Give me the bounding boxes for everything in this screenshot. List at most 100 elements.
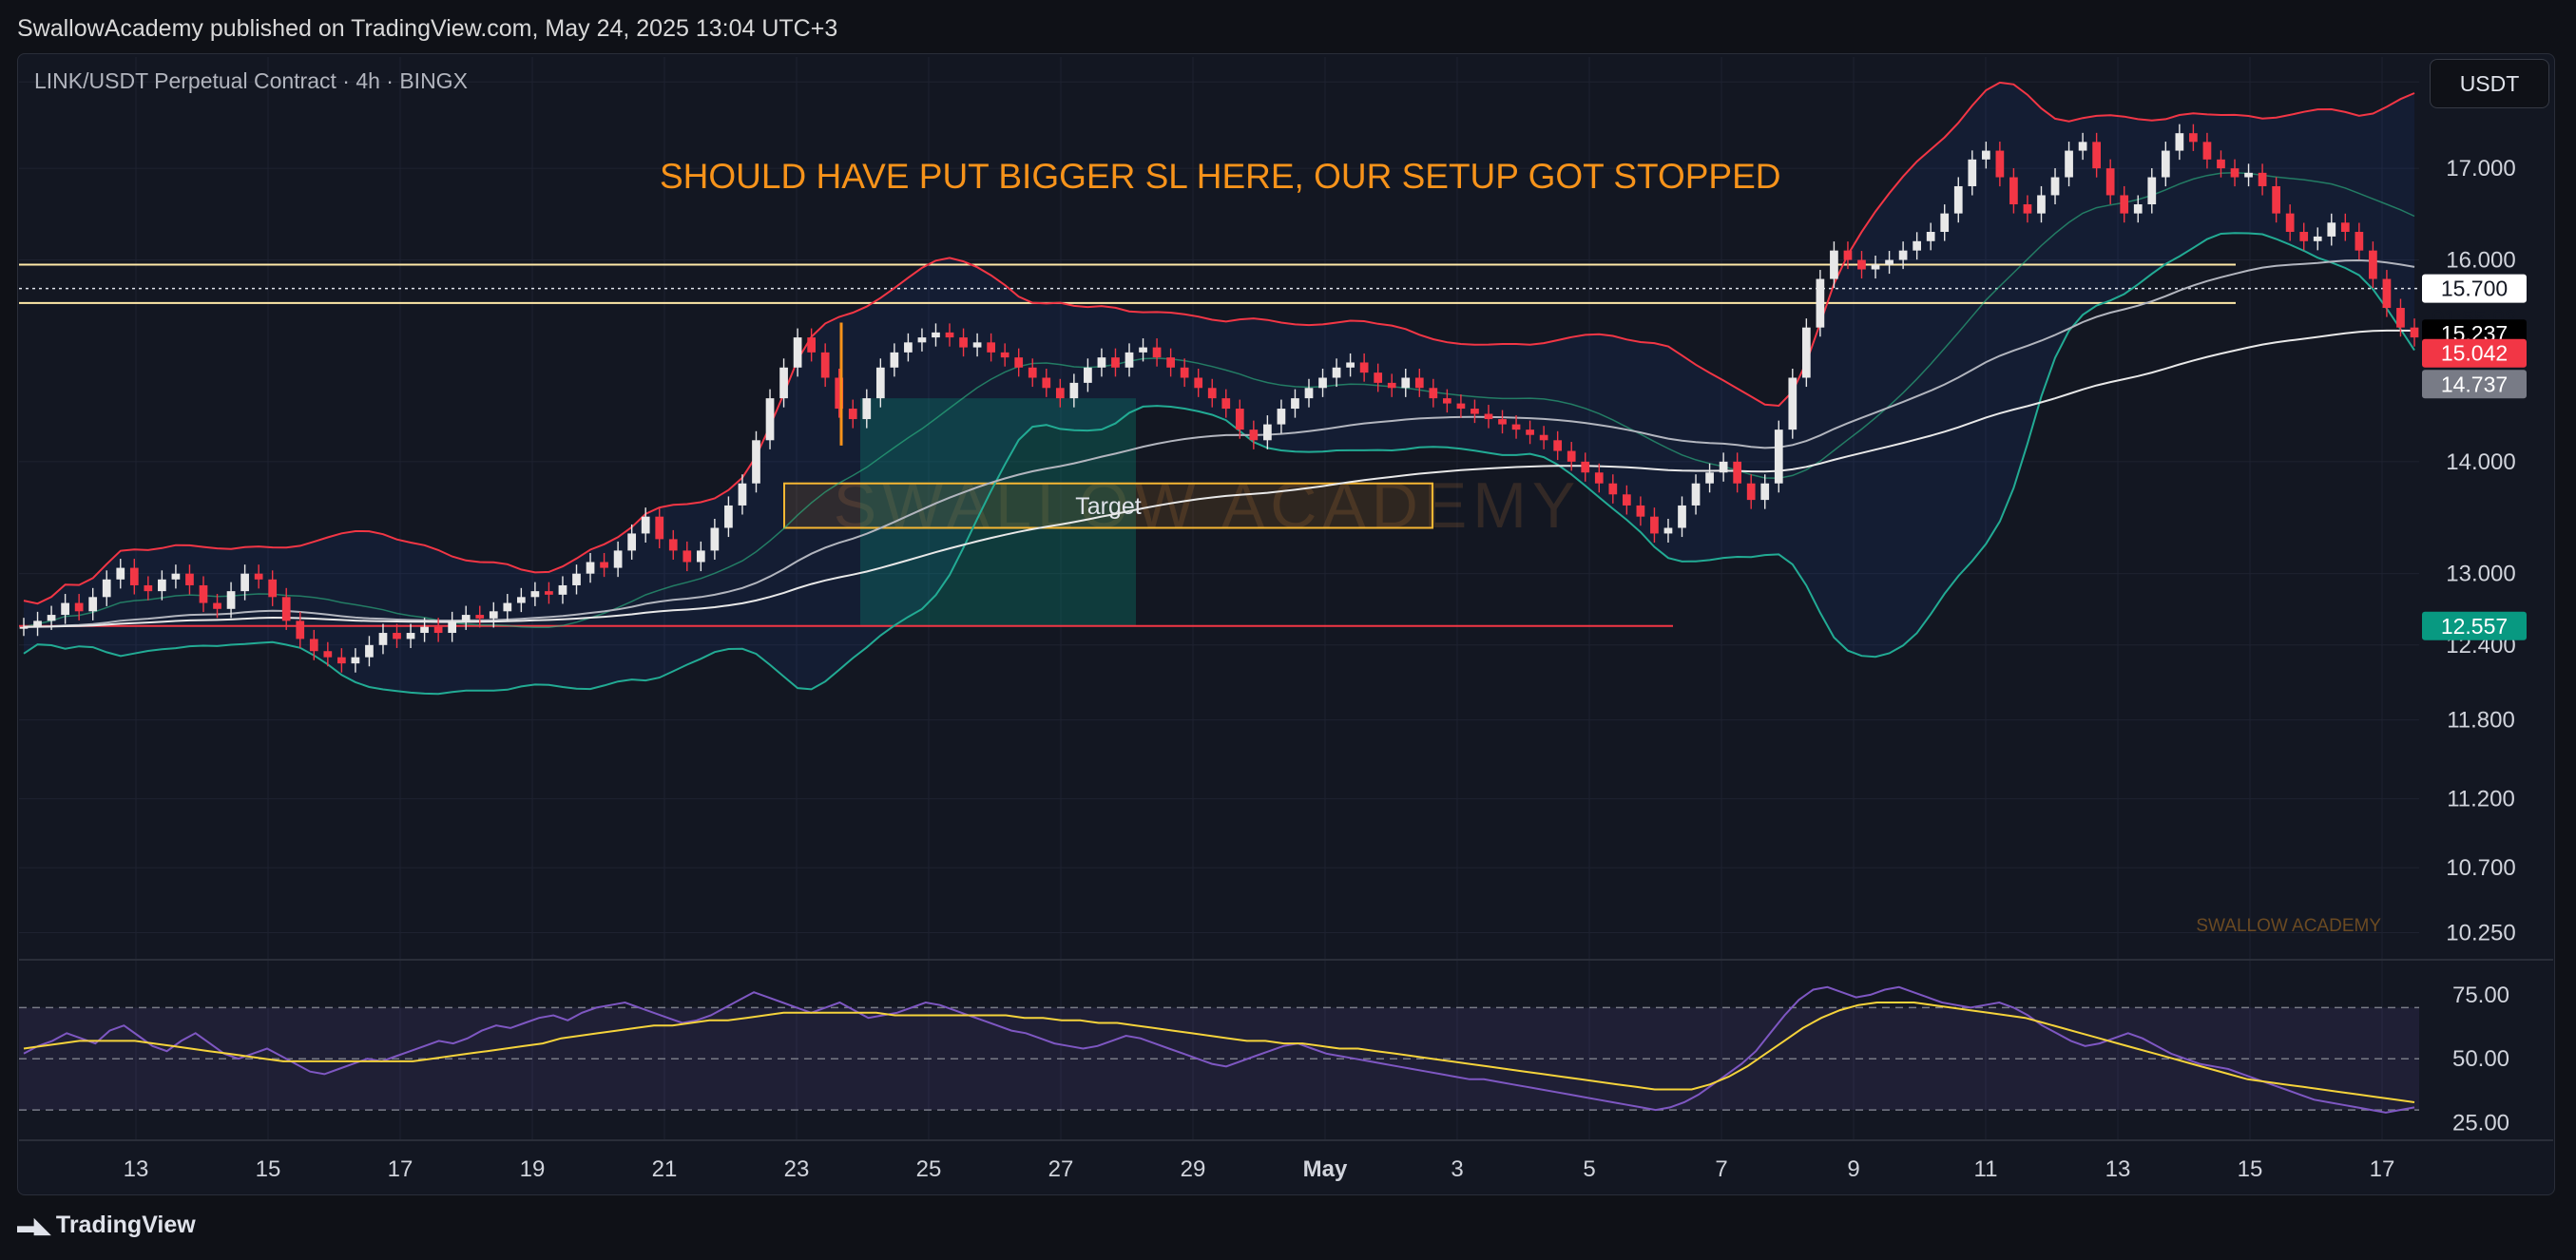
moving-average-1 — [23, 258, 2415, 628]
price-label-bg — [2422, 370, 2527, 399]
candle-body — [558, 584, 567, 595]
time-tick-label: 29 — [1181, 1156, 1206, 1182]
candle-body — [475, 615, 485, 619]
candle-body — [1471, 409, 1479, 414]
candle-body — [1069, 382, 1079, 399]
candle-body — [1180, 367, 1189, 378]
candle-body — [2244, 172, 2253, 178]
time-tick-label: 15 — [2238, 1156, 2263, 1182]
candle-body — [1801, 327, 1811, 378]
candle-body — [461, 615, 471, 621]
candle-body — [489, 611, 498, 619]
time-tick-label: 5 — [1583, 1156, 1595, 1182]
candle-body — [1663, 527, 1673, 534]
candle-body — [820, 352, 830, 378]
candle-body — [1539, 434, 1548, 441]
candle-body — [448, 620, 457, 634]
time-tick-label: 17 — [2370, 1156, 2395, 1182]
candle-body — [1374, 372, 1383, 383]
candle-body — [2105, 168, 2115, 196]
candle-body — [185, 573, 194, 585]
candle-body — [1843, 250, 1853, 260]
candle-body — [807, 337, 817, 353]
candle-body — [323, 651, 333, 658]
candle-body — [1953, 185, 1963, 214]
candle-body — [1332, 367, 1341, 378]
candle-body — [545, 591, 553, 595]
candle-body — [1304, 388, 1314, 399]
candle-body — [752, 440, 760, 484]
time-tick-label: 3 — [1451, 1156, 1463, 1182]
candle-body — [1139, 347, 1147, 353]
candle-body — [1981, 150, 1990, 160]
candle-body — [835, 377, 844, 410]
candle-body — [1940, 213, 1950, 233]
candle-body — [848, 409, 857, 420]
bollinger-lower — [23, 232, 2415, 696]
candle-body — [1594, 472, 1604, 484]
candle-body — [530, 591, 540, 598]
candle-body — [1401, 377, 1411, 389]
candle-body — [1871, 264, 1880, 270]
candle-body — [351, 657, 360, 664]
candle-body — [1042, 377, 1051, 389]
candle-body — [1028, 367, 1037, 378]
candle-body — [987, 342, 995, 353]
candle-body — [88, 597, 98, 612]
candle-body — [516, 597, 526, 603]
target-box — [783, 482, 1433, 529]
price-tick-label: 11.200 — [2447, 787, 2515, 812]
candle-body — [433, 626, 443, 634]
candle-body — [1235, 409, 1244, 430]
rsi-line — [23, 985, 2415, 1114]
chart-annotation[interactable]: SHOULD HAVE PUT BIGGER SL HERE, OUR SETU… — [660, 157, 1781, 196]
candle-body — [2202, 142, 2212, 160]
candle-body — [378, 633, 388, 645]
candle-body — [1207, 388, 1217, 399]
price-tick-label: 16.000 — [2446, 248, 2515, 274]
time-tick-label: 11 — [1974, 1156, 1998, 1182]
candle-body — [102, 579, 111, 598]
candle-body — [1898, 250, 1908, 260]
currency-button[interactable]: USDT — [2430, 59, 2549, 108]
candle-body — [1346, 362, 1355, 368]
time-tick-label: 21 — [652, 1156, 678, 1182]
time-tick-label: 9 — [1847, 1156, 1859, 1182]
candle-body — [2313, 236, 2322, 241]
candle-body — [1249, 430, 1259, 441]
candle-body — [765, 398, 775, 441]
candle-body — [627, 533, 637, 551]
chart-panel[interactable] — [17, 53, 2555, 1195]
candle-body — [393, 633, 401, 640]
candle-body — [932, 332, 940, 338]
candle-body — [613, 550, 623, 568]
candle-body — [2189, 133, 2198, 143]
candle-body — [1166, 357, 1175, 368]
candle-body — [281, 597, 291, 621]
candle-body — [682, 550, 692, 563]
candle-body — [1760, 483, 1770, 501]
corner-watermark: SWALLOW ACADEMY — [2196, 916, 2381, 936]
candle-body — [2092, 142, 2101, 169]
tradingview-brand[interactable]: ▬◣ TradingView — [17, 1212, 196, 1239]
candle-body — [1194, 377, 1203, 389]
candle-body — [972, 342, 982, 348]
price-tick-label: 17.000 — [2446, 156, 2515, 181]
candle-body — [2272, 185, 2280, 214]
candle-body — [668, 539, 678, 551]
profit-zone — [860, 398, 1136, 626]
symbol-title[interactable]: LINK/USDT Perpetual Contract · 4h · BING… — [34, 68, 468, 93]
candle-body — [1774, 430, 1783, 484]
candle-body — [2147, 177, 2157, 205]
candle-body — [875, 367, 885, 399]
time-tick-label: 17 — [388, 1156, 413, 1182]
candle-body — [144, 584, 153, 592]
candle-body — [2410, 327, 2419, 338]
bollinger-upper — [23, 81, 2415, 605]
candle-body — [2217, 159, 2225, 169]
candle-body — [2009, 177, 2018, 205]
candle-body — [1608, 483, 1618, 495]
candle-body — [959, 337, 968, 348]
candle-body — [2382, 278, 2392, 309]
